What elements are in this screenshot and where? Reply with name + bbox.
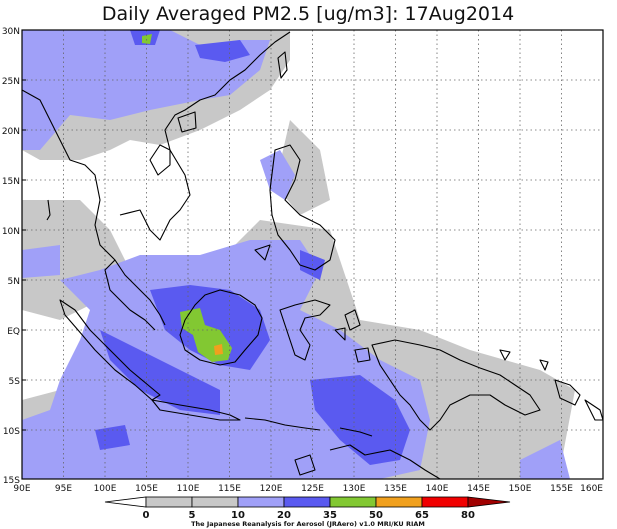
lon-label: 120E (260, 484, 283, 494)
colorbar-label: 35 (323, 510, 337, 521)
lat-label: 10N (2, 227, 20, 237)
lon-label: 145E (467, 484, 490, 494)
colorbar-segment (467, 496, 511, 508)
lat-label: 5N (8, 277, 20, 287)
lon-label: 140E (426, 484, 449, 494)
lon-label: 100E (94, 484, 117, 494)
lat-label: EQ (7, 327, 20, 337)
colorbar-label: 10 (231, 510, 245, 521)
colorbar-label: 65 (415, 510, 429, 521)
pm25-shading-20-35 (95, 30, 410, 465)
colorbar-label: 5 (189, 510, 196, 521)
lon-label: 135E (384, 484, 407, 494)
lat-label: 15N (2, 177, 20, 187)
lon-label: 150E (509, 484, 532, 494)
lon-label: 90E (13, 484, 30, 494)
colorbar-label: 0 (143, 510, 150, 521)
axis-tick-marks (22, 29, 26, 480)
colorbar-label: 50 (369, 510, 383, 521)
map-plot-area (22, 30, 603, 479)
colorbar-label: 80 (461, 510, 475, 521)
map-title: Daily Averaged PM2.5 [ug/m3]: 17Aug2014 (102, 3, 514, 25)
lat-label: 20N (2, 127, 20, 137)
colorbar-segment (375, 496, 423, 508)
latitude-labels: 30N 25N 20N 15N 10N 5N EQ 5S 10S 15S (2, 27, 20, 486)
colorbar-segment (104, 496, 147, 508)
lat-label: 10S (3, 427, 20, 437)
data-source-credit: The Japanese Reanalysis for Aerosol (JRA… (191, 520, 425, 528)
colorbar-segment (145, 496, 193, 508)
lon-label: 105E (135, 484, 158, 494)
lat-label: 15S (3, 476, 20, 486)
lat-label: 5S (9, 377, 21, 387)
colorbar-labels: 0 5 10 20 35 50 65 80 (143, 510, 475, 521)
lon-label: 130E (343, 484, 366, 494)
longitude-labels: 90E 95E 100E 105E 110E 115E 120E 125E 13… (13, 484, 603, 494)
colorbar (104, 496, 511, 508)
colorbar-label: 20 (277, 510, 291, 521)
lon-label: 155E (550, 484, 573, 494)
colorbar-segment (191, 496, 239, 508)
lat-label: 25N (2, 77, 20, 87)
lon-label: 95E (55, 484, 72, 494)
colorbar-segment (421, 496, 469, 508)
coastlines (22, 31, 603, 479)
pm25-shading-50-65 (214, 344, 223, 355)
graticule (22, 30, 603, 479)
lon-label: 160E (580, 484, 603, 494)
colorbar-segment (237, 496, 285, 508)
colorbar-segment (283, 496, 331, 508)
lat-label: 30N (2, 27, 20, 37)
lon-label: 110E (177, 484, 200, 494)
lon-label: 115E (218, 484, 241, 494)
lon-label: 125E (301, 484, 324, 494)
colorbar-segment (329, 496, 377, 508)
plot-frame (21, 29, 604, 480)
